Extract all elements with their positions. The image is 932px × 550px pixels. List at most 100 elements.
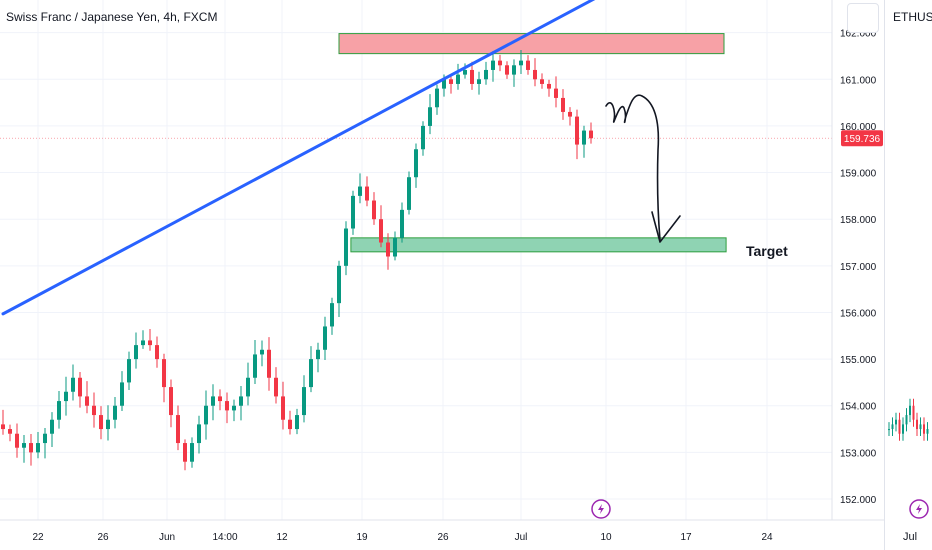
- candle-body: [414, 149, 418, 178]
- projection-path: [605, 94, 661, 241]
- y-tick-label: 154.000: [840, 402, 877, 413]
- candle: [22, 434, 26, 463]
- candle: [64, 376, 68, 416]
- candle: [106, 405, 110, 441]
- candle-body: [393, 237, 397, 257]
- candle: [232, 399, 236, 422]
- candle-body: [57, 401, 61, 420]
- ethusdt-symbol: ETHUSDT,: [893, 10, 932, 24]
- current-price-value: 159.736: [844, 134, 881, 145]
- candle: [393, 231, 397, 261]
- candle-body: [134, 345, 138, 360]
- candle-body: [36, 443, 40, 453]
- candle-body: [148, 340, 152, 346]
- y-tick-label: 152.000: [840, 495, 877, 506]
- candle-body: [407, 177, 411, 210]
- side-candle-body: [912, 405, 915, 420]
- current-price-tag: 159.736: [841, 130, 883, 147]
- candle: [477, 71, 481, 95]
- candle: [589, 122, 593, 144]
- chart-title: Swiss Franc / Japanese Yen, 4h, FXCM: [6, 10, 218, 24]
- candle-body: [176, 415, 180, 444]
- candle-body: [302, 387, 306, 416]
- candle-body: [568, 111, 572, 117]
- side-candle: [895, 412, 897, 432]
- side-candle: [923, 417, 925, 441]
- candle: [554, 76, 558, 108]
- candle-body: [344, 228, 348, 266]
- candle: [463, 63, 467, 79]
- candle-body: [554, 88, 558, 98]
- candle: [204, 390, 208, 440]
- candle: [533, 58, 537, 87]
- candle-body: [491, 60, 495, 70]
- candle: [162, 353, 166, 403]
- candle: [134, 332, 138, 369]
- candle-body: [8, 429, 12, 434]
- candle: [78, 371, 82, 408]
- candle-body: [386, 242, 390, 257]
- candle-body: [71, 377, 75, 392]
- candle-body: [330, 303, 334, 327]
- side-candle-body: [919, 424, 922, 430]
- candle: [316, 342, 320, 373]
- candle: [253, 339, 257, 385]
- candle: [148, 329, 152, 351]
- candle: [141, 330, 145, 349]
- candle: [71, 364, 75, 401]
- candle-body: [428, 107, 432, 126]
- candle: [358, 173, 362, 204]
- candle: [379, 205, 383, 248]
- candle-body: [421, 125, 425, 150]
- side-candle-body: [891, 424, 894, 430]
- candle-body: [526, 60, 530, 70]
- candle: [155, 336, 159, 368]
- candle-body: [435, 88, 439, 108]
- y-tick-label: 159.000: [840, 169, 877, 180]
- candle-body: [190, 443, 194, 462]
- x-tick-label: 14:00: [212, 532, 237, 543]
- candle-body: [43, 433, 47, 444]
- candle: [344, 221, 348, 276]
- side-candle-body: [923, 424, 925, 434]
- side-candle-body: [895, 419, 897, 425]
- y-tick-label: 158.000: [840, 215, 877, 226]
- ethusdt-mini-chart: [888, 398, 929, 519]
- candle-body: [274, 377, 278, 397]
- candle-body: [1, 424, 5, 430]
- candle-body: [225, 401, 229, 411]
- y-tick-label: 153.000: [840, 448, 877, 459]
- ethusdt-side-panel[interactable]: ETHUSDT, Jul: [847, 0, 932, 550]
- price-chart[interactable]: 152.000 153.000 154.000 155.000 156.000 157.0…: [0, 0, 884, 550]
- side-candle: [891, 417, 894, 437]
- candle-body: [442, 79, 446, 89]
- candle-body: [64, 391, 68, 402]
- candle-body: [519, 60, 523, 66]
- candle: [85, 381, 89, 414]
- candle-body: [183, 443, 187, 462]
- side-candle: [905, 408, 908, 432]
- candle: [36, 432, 40, 459]
- symbol-box[interactable]: [847, 3, 879, 33]
- candle: [127, 351, 131, 391]
- side-candle: [912, 398, 915, 427]
- y-tick-label: 162.000: [840, 29, 877, 40]
- candle-body: [232, 405, 236, 411]
- y-tick-label: 155.000: [840, 355, 877, 366]
- candle-body: [540, 79, 544, 84]
- candle: [8, 424, 12, 442]
- candle: [428, 94, 432, 135]
- lightning-icon: [598, 504, 604, 514]
- target-zone: [350, 237, 727, 253]
- candle-body: [92, 405, 96, 416]
- candles: [1, 49, 593, 471]
- candle-body: [365, 186, 369, 201]
- candle: [246, 362, 250, 406]
- chart-background: [0, 0, 884, 550]
- candle-body: [78, 377, 82, 397]
- axes: 152.000 153.000 154.000 155.000 156.000 157.0…: [0, 0, 884, 543]
- candle: [197, 415, 201, 454]
- y-tick-label: 160.000: [840, 122, 877, 133]
- candle: [43, 428, 47, 459]
- candle: [211, 384, 215, 421]
